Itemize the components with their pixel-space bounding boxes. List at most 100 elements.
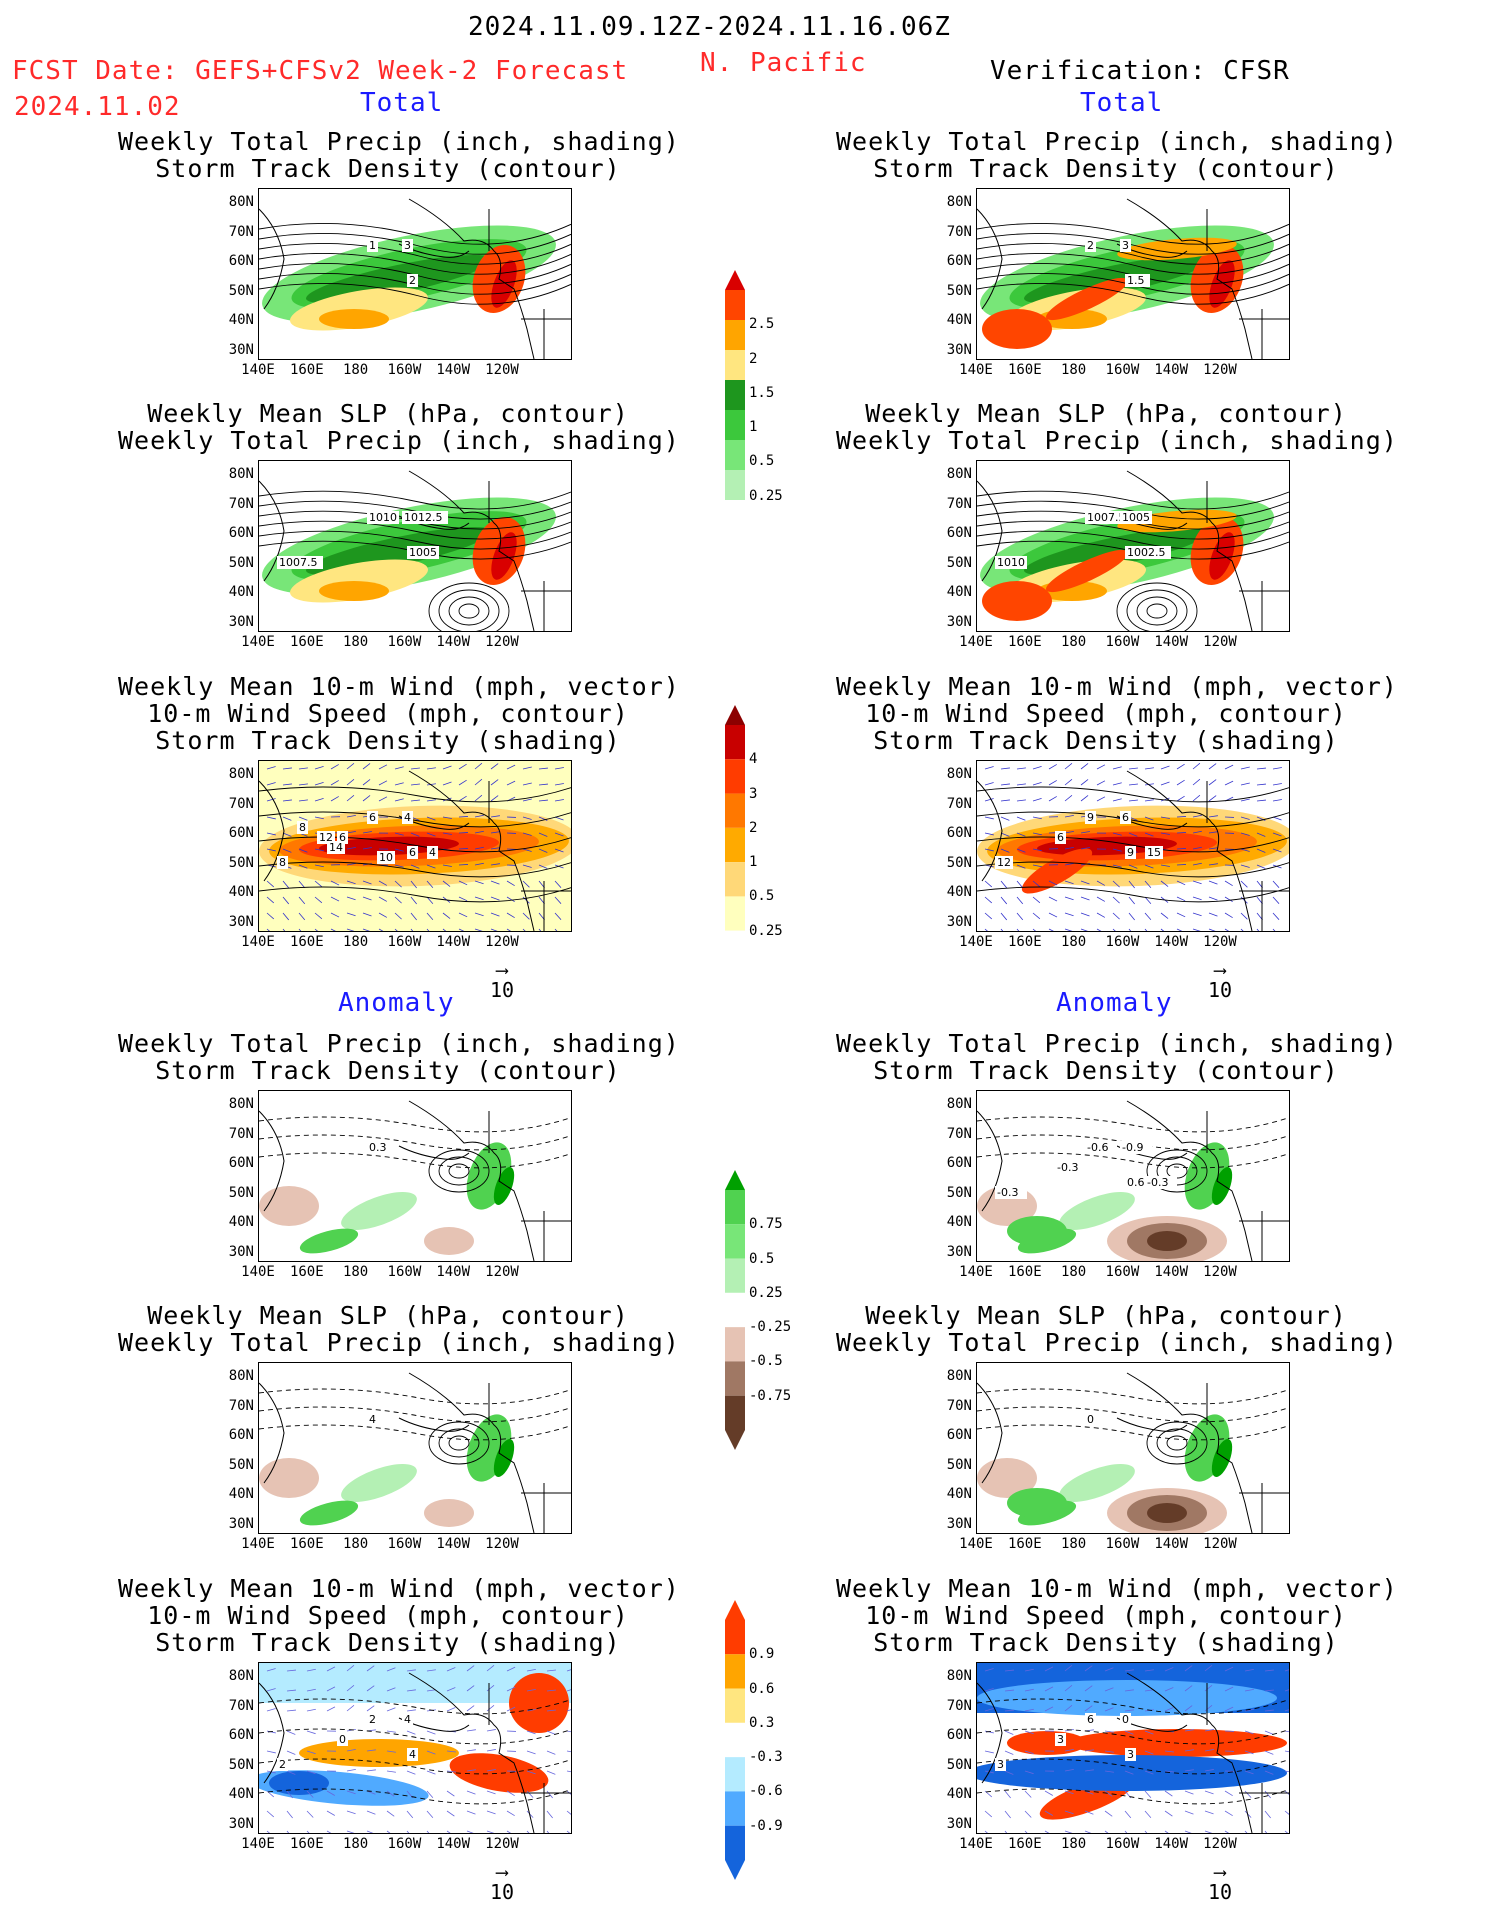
coastline-north-america xyxy=(408,470,535,631)
lon-label: 140W xyxy=(436,934,471,950)
wind-vector xyxy=(490,896,500,901)
wind-vector xyxy=(1084,1685,1093,1692)
wind-vector xyxy=(1044,1666,1054,1672)
contour-label-text: 1007.5 xyxy=(279,556,318,569)
wind-vector xyxy=(386,1770,396,1773)
contour-label-text: 6 xyxy=(1087,1713,1094,1726)
wet-anomaly xyxy=(1007,1216,1067,1246)
wind-vector xyxy=(490,880,500,885)
wind-vector xyxy=(522,928,526,931)
wind-vector xyxy=(394,912,402,920)
contour-ring xyxy=(1166,1435,1188,1451)
wind-vector xyxy=(1144,912,1152,921)
contour-label-text: 9 xyxy=(1087,811,1094,824)
contour-label: -0.3 xyxy=(1055,1161,1087,1174)
wind-vector xyxy=(346,1748,356,1752)
lon-label: 120W xyxy=(1203,634,1237,650)
contour-line xyxy=(259,786,571,803)
wind-vector xyxy=(486,1665,495,1672)
lon-label: 140E xyxy=(959,1536,993,1552)
wind-vector xyxy=(362,896,372,901)
wind-vector xyxy=(1084,1830,1092,1833)
wind-vector xyxy=(366,1705,375,1712)
wind-vector xyxy=(522,912,530,920)
wind-vector xyxy=(1000,816,1010,821)
wind-vector xyxy=(1192,862,1202,866)
lat-label: 30N xyxy=(228,613,254,630)
wind-vector xyxy=(378,796,388,802)
wind-vector xyxy=(314,848,324,852)
wind-vector xyxy=(1284,1830,1289,1833)
lon-label: 160W xyxy=(1105,1836,1140,1852)
wind-vector xyxy=(410,832,420,837)
wind-vector xyxy=(1124,1770,1134,1775)
wind-vector xyxy=(1284,1689,1289,1692)
wind-vector xyxy=(474,912,484,917)
wind-vector xyxy=(458,816,469,818)
wind-vector xyxy=(1112,832,1122,836)
lon-label: 140E xyxy=(241,1264,275,1280)
wind-vector xyxy=(1144,896,1152,905)
contour-label-text: -0.9 xyxy=(1122,1141,1143,1154)
wind-vector xyxy=(490,863,500,866)
wind-vector xyxy=(458,896,468,902)
wind-vector xyxy=(1224,912,1233,919)
wind-vector xyxy=(1112,880,1120,888)
lon-label: 140W xyxy=(436,1836,471,1852)
wind-vector xyxy=(506,1666,516,1672)
wind-vector xyxy=(490,928,498,931)
wind-vector xyxy=(346,1704,355,1712)
wind-vector xyxy=(522,896,530,904)
wind-vector xyxy=(522,816,532,820)
lon-label: 160W xyxy=(387,1836,422,1852)
wind-vector xyxy=(1032,912,1041,920)
contour-label-text: 9 xyxy=(1127,846,1134,859)
contour-label: 6 xyxy=(407,846,418,859)
contour-label: -0.9 xyxy=(1120,1141,1152,1154)
lat-label: 80N xyxy=(946,766,972,782)
coastline-aleutians xyxy=(398,1417,470,1432)
wind-vector xyxy=(446,1750,456,1753)
wind-vector xyxy=(1176,763,1185,770)
colorbar-label: -0.6 xyxy=(749,1783,783,1800)
wind-vector xyxy=(538,928,542,931)
map-fc-precip-total: 1 3 2 xyxy=(258,188,572,360)
section-anomaly-left: Anomaly xyxy=(338,988,455,1018)
contour-line xyxy=(259,1758,571,1775)
contour-label: 1007.5 xyxy=(277,556,323,569)
colorbar-swatch xyxy=(725,725,745,760)
wind-vector xyxy=(1064,1768,1074,1772)
wind-vector xyxy=(346,1810,356,1815)
wind-vector xyxy=(426,832,436,837)
wind-vector xyxy=(1204,1685,1213,1692)
lat-label: 60N xyxy=(946,1727,972,1743)
contour-ring xyxy=(1146,1149,1208,1193)
colorbar-swatch xyxy=(725,1620,745,1655)
dry-anomaly xyxy=(424,1499,474,1527)
pos-anomaly xyxy=(509,1673,569,1733)
wind-vector xyxy=(1256,799,1266,802)
wind-vector xyxy=(506,1790,515,1797)
wind-vector xyxy=(266,782,276,786)
wind-vector xyxy=(394,880,402,888)
lat-label: 40N xyxy=(228,884,254,900)
coastline-asia xyxy=(977,480,1003,582)
shading xyxy=(977,1414,1233,1533)
wind-vector xyxy=(1144,1810,1152,1819)
contour-line xyxy=(259,836,571,853)
colorbar-swatch xyxy=(725,827,745,863)
map-cfsr-precip-total: 2 3 1.5 xyxy=(976,188,1290,360)
region-title: N. Pacific xyxy=(700,48,867,78)
wind-vector xyxy=(1096,912,1106,918)
wind-vector xyxy=(326,1790,335,1796)
wind-vector xyxy=(386,1687,396,1692)
lat-label: 50N xyxy=(228,1756,254,1773)
contour-label-text: 0.6 xyxy=(1127,1176,1145,1189)
period-title: 2024.11.09.12Z-2024.11.16.06Z xyxy=(468,12,951,42)
lon-label: 140W xyxy=(1154,1536,1189,1552)
coastline-asia xyxy=(977,1382,1003,1484)
wind-vector xyxy=(474,862,484,866)
wind-vector xyxy=(406,1830,410,1833)
wind-vector xyxy=(1164,1770,1174,1773)
wind-vector xyxy=(474,846,484,850)
